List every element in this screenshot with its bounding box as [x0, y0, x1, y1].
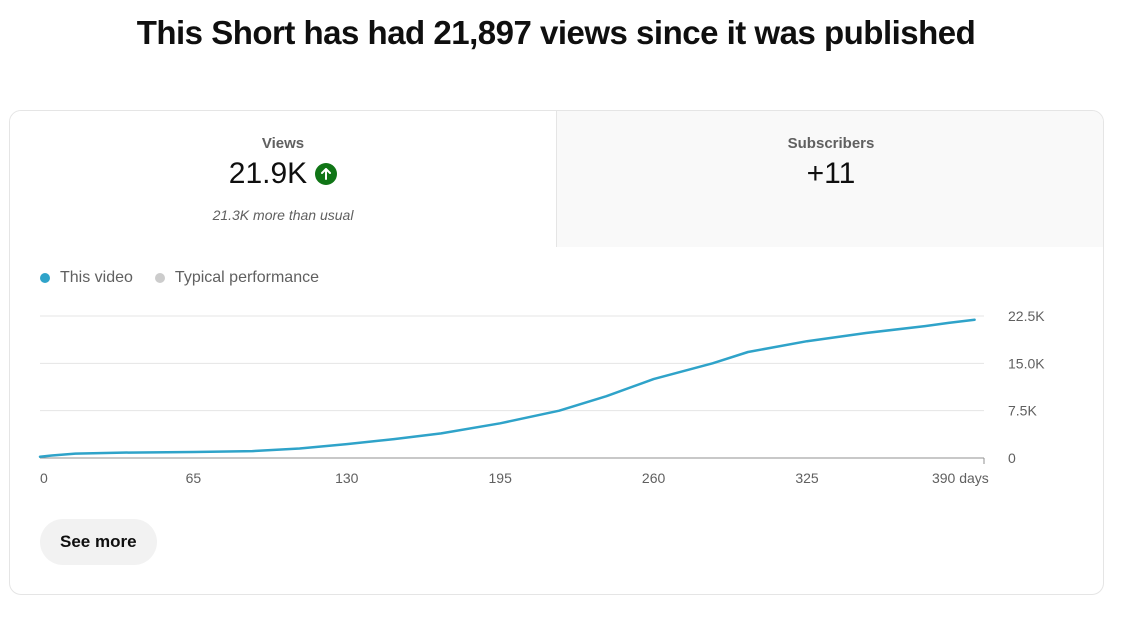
x-tick-label: 130: [335, 470, 359, 486]
legend-item-typical: Typical performance: [154, 269, 319, 287]
subscribers-metric-tab[interactable]: Subscribers +11: [557, 111, 1103, 247]
chart-legend: This video Typical performance: [40, 269, 341, 287]
views-comparison-note: 21.3K more than usual: [212, 207, 354, 223]
views-line-chart: 0 7.5K 15.0K 22.5K 0 65 130 195 260 325 390 days: [38, 308, 1045, 486]
y-tick-label: 7.5K: [1008, 403, 1037, 419]
legend-label-this-video: This video: [60, 269, 133, 286]
subscribers-value-row: +11: [557, 157, 1103, 191]
legend-dot-this-video: [40, 273, 50, 283]
y-tick-label: 0: [1008, 450, 1016, 466]
views-value-row: 21.9K: [10, 157, 556, 191]
x-tick-label: 65: [186, 470, 202, 486]
analytics-card: Views 21.9K 21.3K more than usual Subscr…: [9, 110, 1104, 595]
subscribers-label: Subscribers: [787, 135, 875, 152]
y-tick-label: 22.5K: [1008, 308, 1045, 324]
views-metric-tab[interactable]: Views 21.9K 21.3K more than usual: [10, 111, 557, 247]
x-tick-label: 0: [40, 470, 48, 486]
see-more-button[interactable]: See more: [40, 519, 157, 565]
x-tick-label: 195: [489, 470, 513, 486]
subscribers-value: +11: [806, 157, 856, 190]
x-tick-label: 325: [795, 470, 819, 486]
x-tick-label: 390 days: [932, 470, 989, 486]
page-title: This Short has had 21,897 views since it…: [136, 14, 976, 51]
arrow-up-icon: [315, 163, 338, 185]
legend-dot-typical: [154, 273, 165, 283]
legend-item-this-video: This video: [40, 269, 133, 287]
views-label: Views: [261, 135, 305, 152]
legend-label-typical: Typical performance: [174, 269, 319, 286]
y-tick-label: 15.0K: [1008, 355, 1045, 371]
series-line-this-video: [38, 318, 976, 458]
x-tick-label: 260: [642, 470, 666, 486]
views-value: 21.9K: [228, 157, 308, 190]
